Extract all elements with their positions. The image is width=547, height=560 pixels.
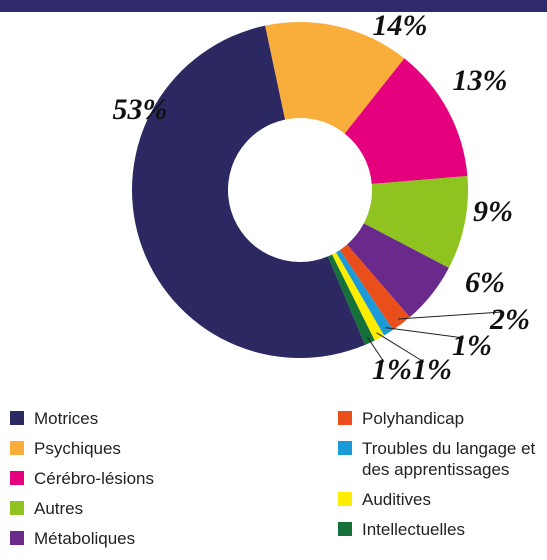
chart: 53%14%13%9%6%2%1%1%1% [113, 9, 531, 386]
value-label: 53% [113, 93, 168, 126]
value-label: 2% [489, 303, 530, 336]
legend-label: Intellectuelles [362, 520, 466, 539]
legend-swatch [10, 501, 24, 515]
donut-slice [339, 244, 410, 330]
legend-label: Psychiques [34, 439, 121, 458]
value-label: 9% [473, 195, 513, 228]
donut-slice [327, 254, 375, 345]
leader-line [367, 337, 385, 363]
legend-swatch [338, 441, 352, 455]
legend-item: Motrices [10, 408, 239, 429]
legend-swatch [338, 411, 352, 425]
donut-slice [363, 175, 469, 268]
header-bar [0, 0, 547, 12]
legend-swatch [338, 522, 352, 536]
legend-label: Auditives [362, 490, 431, 509]
legend-swatch [338, 492, 352, 506]
donut-slice [344, 58, 468, 184]
legend-label: Autres [34, 499, 84, 518]
donut-slice [347, 223, 449, 318]
donut-slice [265, 22, 405, 134]
legend-item: Métaboliques [10, 528, 239, 549]
value-label: 1% [412, 353, 452, 386]
donut-slice [336, 249, 393, 336]
legend-item: Polyhandicap [338, 408, 547, 429]
leader-line [376, 332, 425, 363]
legend-item: Troubles du langage et des apprentissage… [338, 438, 547, 480]
leader-line [397, 311, 503, 320]
legend-swatch [10, 531, 24, 545]
value-label: 1% [372, 353, 412, 386]
legend-swatch [10, 471, 24, 485]
legend-swatch [10, 411, 24, 425]
legend-label: Polyhandicap [362, 409, 465, 428]
value-label: 14% [373, 9, 428, 42]
legend-column: Motrices Psychiques Cérébro-lésions Autres M… [10, 408, 239, 558]
leader-line [385, 327, 465, 339]
donut-slice [332, 252, 384, 341]
value-label: 13% [453, 64, 508, 97]
legend-label: Cérébro-lésions [34, 469, 154, 488]
legend-swatch [10, 441, 24, 455]
value-label: 1% [452, 329, 492, 362]
value-label: 6% [465, 266, 505, 299]
legend-item: Auditives [338, 489, 547, 510]
donut-slice [132, 25, 366, 358]
legend-label: Motrices [34, 409, 99, 428]
legend-column: Polyhandicap Troubles du langage et des a… [338, 408, 547, 549]
legend-item: Autres [10, 498, 239, 519]
legend-label: Troubles du langage et des apprentissage… [362, 439, 536, 479]
legend-item: Psychiques [10, 438, 239, 459]
legend-label: Métaboliques [34, 529, 136, 548]
legend-item: Intellectuelles [338, 519, 547, 540]
legend-item: Cérébro-lésions [10, 468, 239, 489]
